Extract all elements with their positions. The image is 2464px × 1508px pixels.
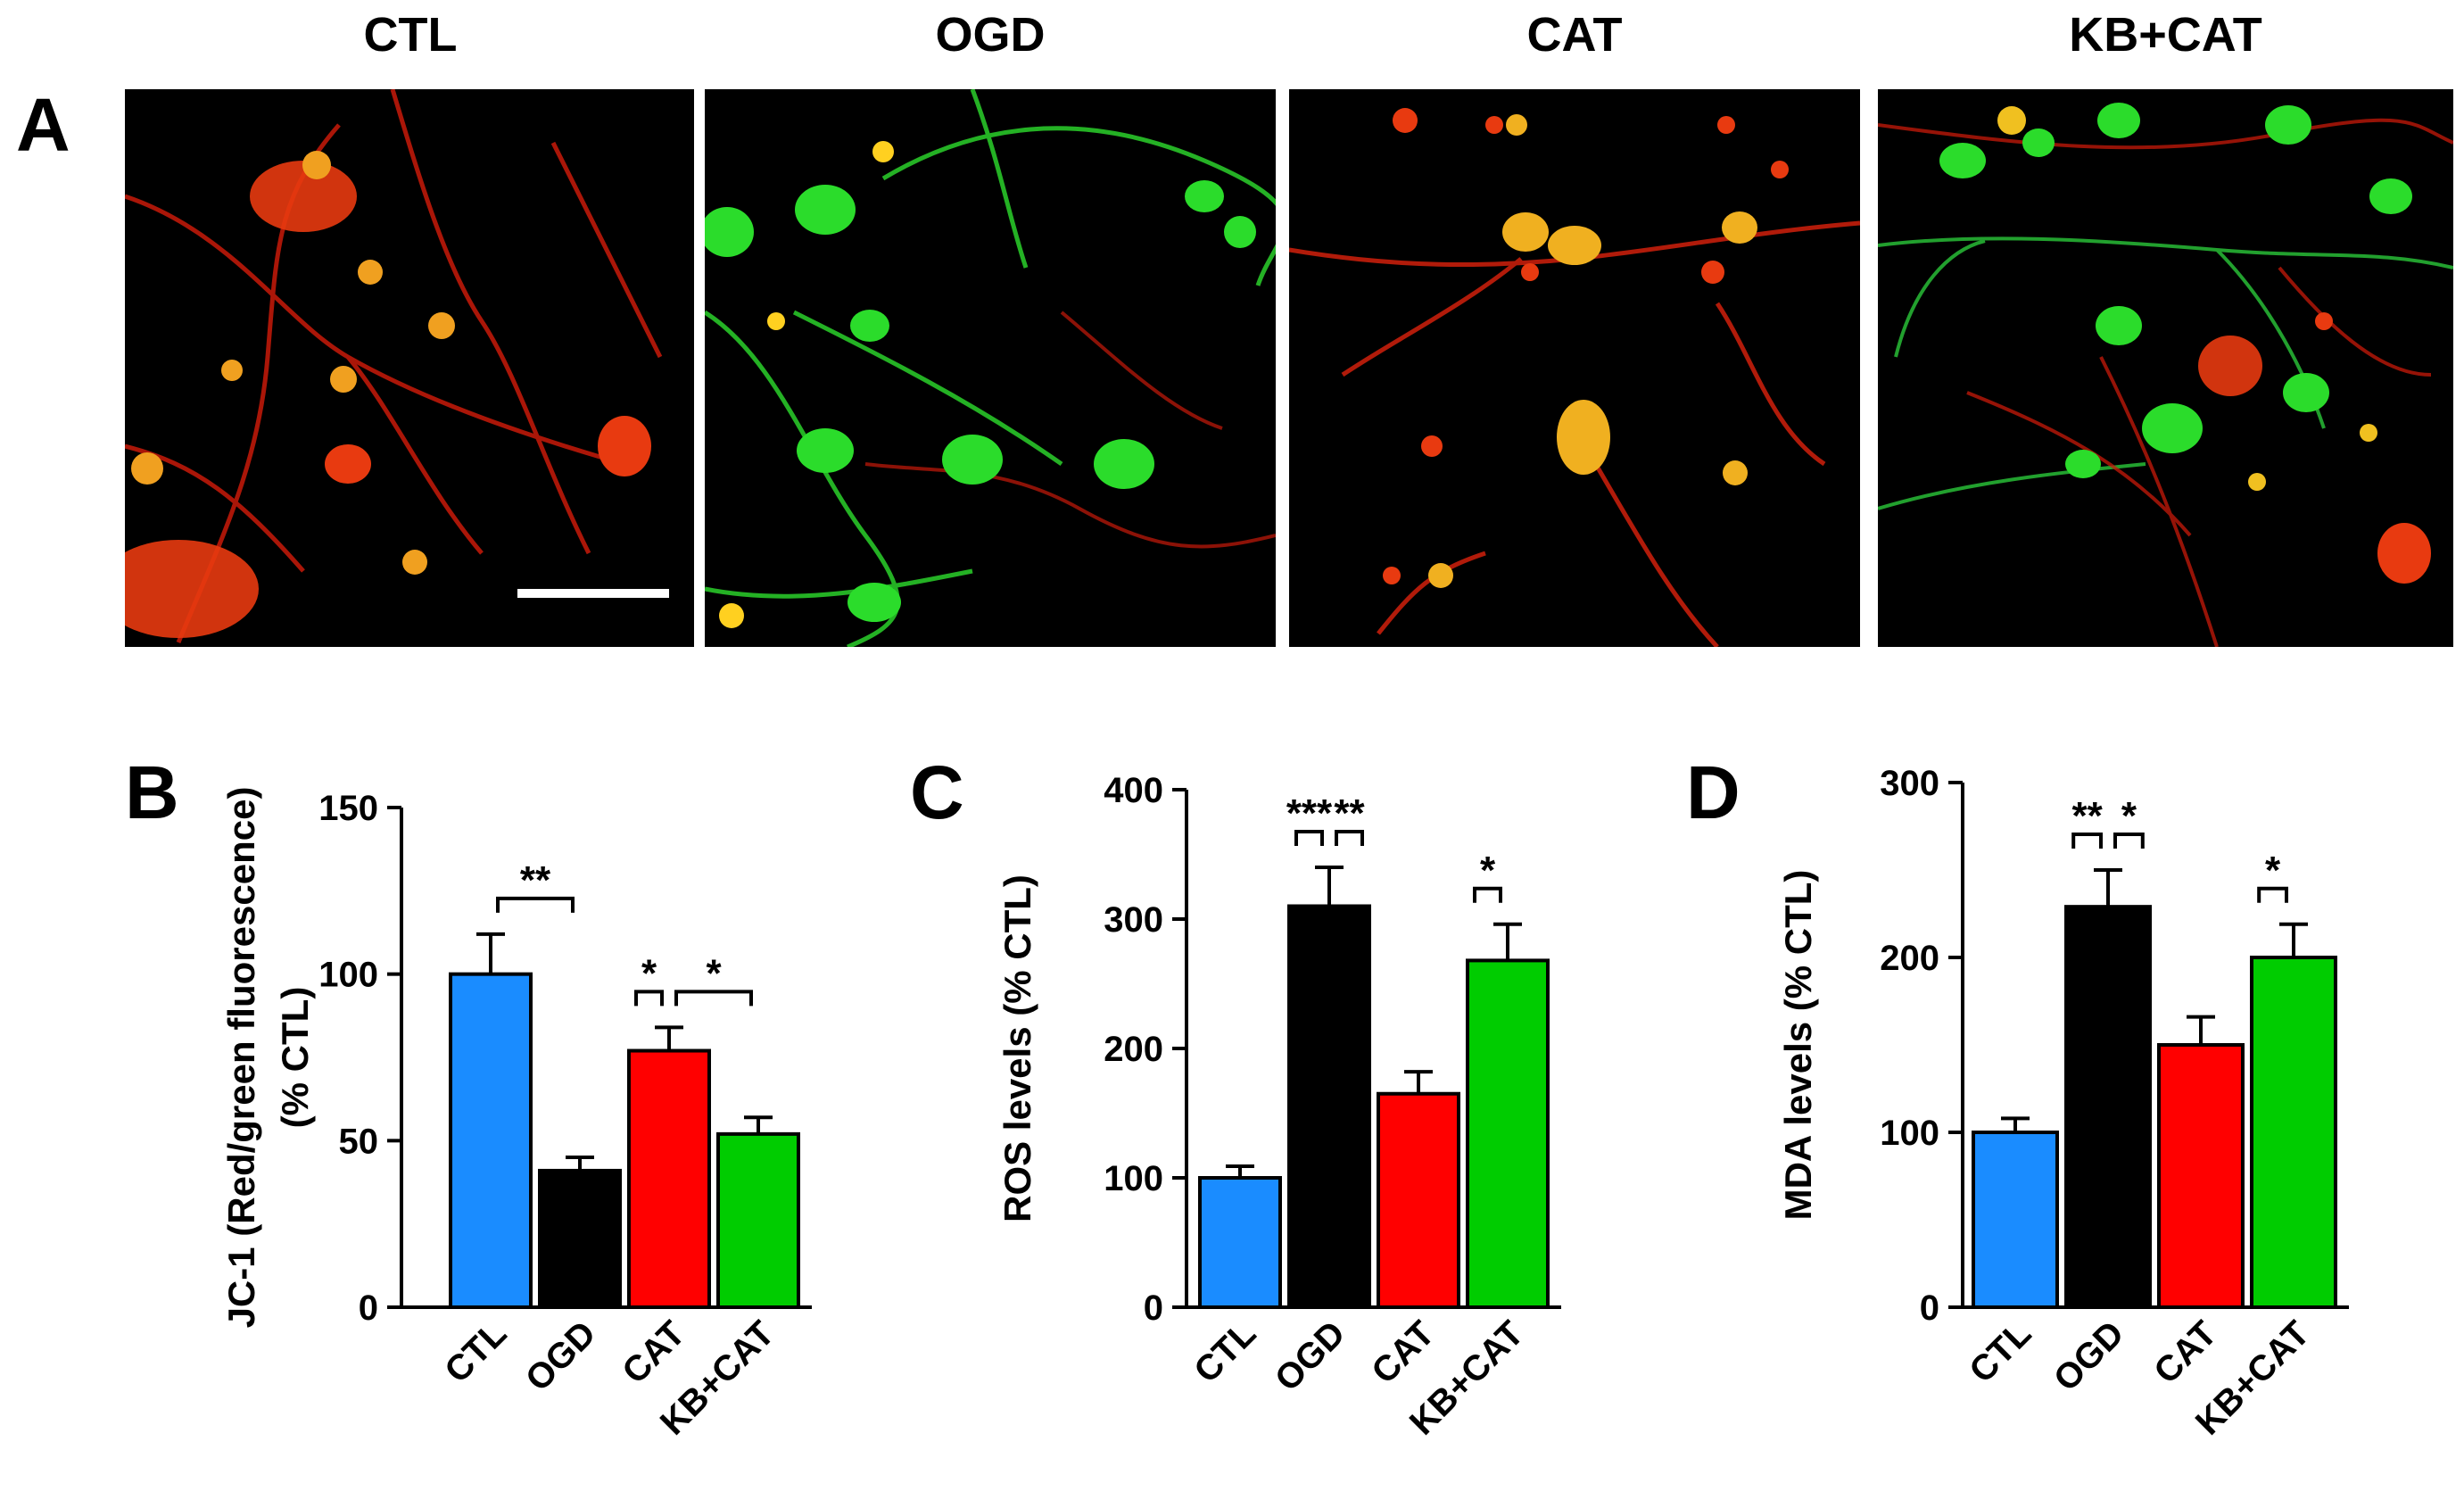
chart-c-significance-bracket (1473, 886, 1502, 903)
image-title-ogd: OGD (935, 8, 1046, 62)
chart-d-significance-label: * (2265, 849, 2281, 892)
chart-d-y-axis-label: MDA levels (% CTL) (1777, 870, 1819, 1221)
chart-b-significance-bracket (496, 896, 575, 913)
chart-b-x-tick-label: CAT (615, 1313, 692, 1391)
chart-d-x-tick-label: CAT (2146, 1313, 2224, 1391)
chart-d-significance-bracket (2257, 886, 2288, 903)
chart-d-bar-kbcat (2250, 956, 2337, 1309)
chart-c-y-tick-label: 200 (1104, 1030, 1163, 1069)
chart-b-bar-ctl (449, 972, 533, 1309)
chart-b-significance-label: ** (520, 858, 551, 902)
panel-letter-c: C (910, 750, 964, 834)
panel-letter-b: B (125, 750, 179, 834)
panel-letter-a: A (16, 83, 70, 167)
chart-c-x-tick-label: CAT (1364, 1313, 1442, 1391)
chart-b-x-tick-label: OGD (518, 1313, 604, 1399)
chart-c-y-tick-label: 400 (1104, 771, 1163, 810)
chart-b-y-axis-label-2: (% CTL) (274, 987, 316, 1129)
chart-d-significance-bracket (2071, 833, 2103, 849)
chart-b-significance-label: * (641, 951, 657, 995)
chart-b-bar-cat (627, 1048, 711, 1309)
chart-b-bar-ogd (538, 1168, 622, 1310)
chart-c-bar-cat (1377, 1091, 1460, 1309)
chart-c-y-axis-label: ROS levels (% CTL) (996, 874, 1038, 1222)
chart-c-significance-label: ** (1334, 791, 1365, 835)
chart-d-significance-bracket (2113, 833, 2145, 849)
image-title-ctl: CTL (363, 8, 458, 62)
chart-c-bar-ogd (1287, 904, 1371, 1309)
micrograph-ogd (705, 89, 1276, 647)
chart-c-x-tick-label: CTL (1187, 1313, 1263, 1390)
chart-d-y-tick-label: 0 (1920, 1288, 1939, 1328)
micrograph-cat (1289, 89, 1860, 647)
chart-c-significance-bracket (1335, 830, 1364, 846)
chart-d-x-tick-label: CTL (1962, 1313, 2038, 1390)
image-title-kbcat: KB+CAT (2069, 8, 2262, 62)
chart-c-y-tick-label: 100 (1104, 1159, 1163, 1198)
chart-d-x-tick-label: OGD (2046, 1313, 2132, 1399)
chart-d-significance-label: ** (2071, 794, 2103, 838)
chart-b-y-tick-label: 100 (318, 956, 378, 995)
chart-c-y-tick-label: 300 (1104, 900, 1163, 940)
chart-b-significance-bracket (674, 990, 753, 1007)
chart-d-y-tick-label: 300 (1880, 764, 1939, 803)
micrograph-ctl-image (125, 89, 669, 643)
chart-d-bar-ctl (1972, 1131, 2059, 1309)
chart-b-y-tick-label: 50 (339, 1122, 379, 1161)
chart-d-y-tick-label: 100 (1880, 1114, 1939, 1153)
micrograph-ogd-image (705, 89, 1276, 647)
chart-c-bar-ctl (1198, 1176, 1282, 1309)
chart-c-significance-bracket (1294, 830, 1324, 846)
micrograph-cat-image (1289, 108, 1860, 647)
chart-d-y-tick-label: 200 (1880, 939, 1939, 978)
chart-b-x-tick-label: CTL (437, 1313, 514, 1390)
chart-b-y-tick-label: 150 (318, 789, 378, 828)
chart-c-x-tick-label: OGD (1268, 1313, 1353, 1399)
chart-b-y-tick-label: 0 (359, 1288, 378, 1328)
scale-bar (517, 589, 669, 598)
chart-b-significance-label: * (706, 951, 722, 995)
micrograph-ctl (125, 89, 694, 647)
chart-d-significance-label: * (2121, 794, 2137, 838)
chart-c-significance-label: *** (1286, 791, 1333, 835)
panel-letter-d: D (1686, 750, 1741, 834)
chart-c-y-tick-label: 0 (1144, 1288, 1163, 1328)
image-title-cat: CAT (1526, 8, 1623, 62)
chart-d-bar-ogd (2064, 905, 2152, 1309)
chart-c-bar-kbcat (1466, 958, 1550, 1310)
micrograph-kbcat-image (1878, 103, 2453, 647)
chart-c-significance-label: * (1480, 849, 1496, 892)
chart-d-bar-cat (2157, 1043, 2245, 1309)
chart-b-bar-kbcat (716, 1131, 800, 1310)
chart-b-significance-bracket (634, 990, 664, 1007)
chart-b-y-axis-label: JC-1 (Red/green fluorescence) (220, 787, 262, 1329)
micrograph-kbcat (1878, 89, 2453, 647)
